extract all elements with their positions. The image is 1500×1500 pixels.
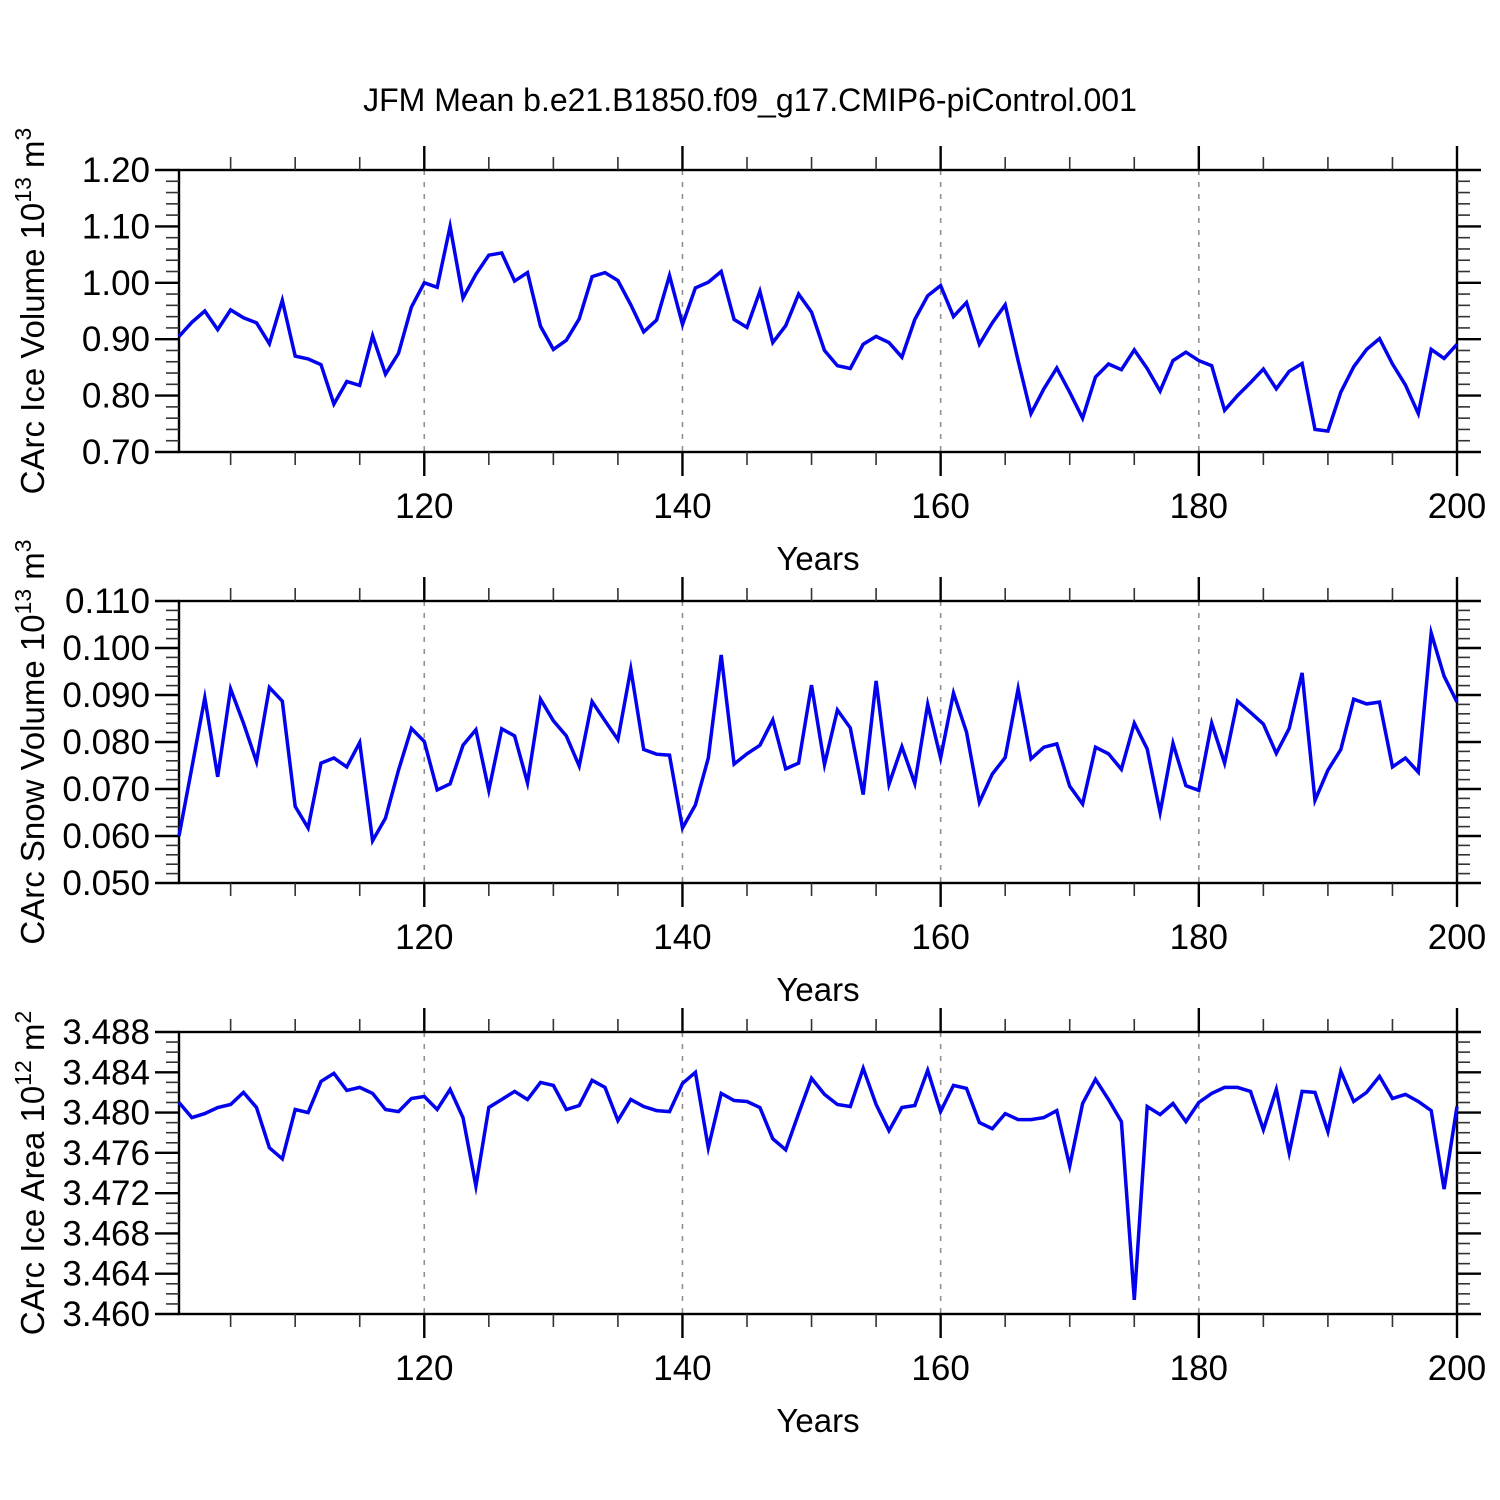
xtick-label: 120 bbox=[395, 1349, 453, 1388]
xaxis-title: Years bbox=[776, 540, 859, 577]
panel-snow-volume: 0.050 0.060 0.070 0.080 0.090 0.100 0.110 120 14… bbox=[10, 539, 1486, 1008]
ytick-label: 0.090 bbox=[62, 676, 150, 715]
ytick-label: 0.70 bbox=[82, 433, 150, 472]
ytick-label: 3.468 bbox=[62, 1214, 150, 1253]
ytick-label: 0.060 bbox=[62, 817, 150, 856]
ytick-label: 3.472 bbox=[62, 1174, 150, 1213]
ytick-label: 0.100 bbox=[62, 629, 150, 668]
xtick-label: 180 bbox=[1170, 918, 1228, 957]
xtick-label: 140 bbox=[653, 1349, 711, 1388]
series-line-ice-area bbox=[177, 1062, 1459, 1301]
xtick-label: 160 bbox=[911, 487, 969, 526]
ytick-label: 3.460 bbox=[62, 1295, 150, 1334]
series-line-snow-volume bbox=[177, 623, 1459, 847]
plot-frame bbox=[177, 1030, 1459, 1316]
panel-ice-area: 3.4603.4643.4683.4723.4763.4803.4843.488… bbox=[10, 1008, 1486, 1439]
xtick-label: 180 bbox=[1170, 487, 1228, 526]
ytick-label: 3.480 bbox=[62, 1094, 150, 1133]
ytick-label: 0.90 bbox=[82, 320, 150, 359]
xaxis-title: Years bbox=[776, 971, 859, 1008]
xtick-label: 200 bbox=[1428, 1349, 1486, 1388]
xtick-label: 160 bbox=[911, 1349, 969, 1388]
ytick-label: 3.488 bbox=[62, 1013, 150, 1052]
xtick-label: 120 bbox=[395, 487, 453, 526]
ytick-label: 3.464 bbox=[62, 1255, 150, 1294]
xtick-label: 160 bbox=[911, 918, 969, 957]
xtick-label: 180 bbox=[1170, 1349, 1228, 1388]
plot-frame bbox=[177, 599, 1459, 885]
ytick-label: 3.476 bbox=[62, 1134, 150, 1173]
xtick-label: 120 bbox=[395, 918, 453, 957]
ytick-label: 3.484 bbox=[62, 1053, 150, 1092]
xaxis-title: Years bbox=[776, 1402, 859, 1439]
ytick-label: 1.10 bbox=[82, 207, 150, 246]
yaxis-title: CArc Ice Volume 1013 m3 bbox=[10, 128, 51, 495]
xtick-label: 200 bbox=[1428, 487, 1486, 526]
series-line-ice-volume bbox=[177, 217, 1459, 434]
xtick-label: 140 bbox=[653, 918, 711, 957]
plot-frame bbox=[177, 168, 1459, 454]
ytick-label: 0.050 bbox=[62, 864, 150, 903]
ytick-label: 1.00 bbox=[82, 264, 150, 303]
yaxis-title: CArc Snow Volume 1013 m3 bbox=[10, 539, 51, 944]
panel-ice-volume: 0.70 0.80 0.90 1.00 1.10 1.20 120 140 160 180 200 Y… bbox=[10, 128, 1486, 577]
xtick-label: 140 bbox=[653, 487, 711, 526]
ytick-label: 0.070 bbox=[62, 770, 150, 809]
ytick-label: 0.80 bbox=[82, 377, 150, 416]
yaxis-title: CArc Ice Area 1012 m2 bbox=[10, 1011, 51, 1336]
ytick-label: 0.080 bbox=[62, 723, 150, 762]
xtick-label: 200 bbox=[1428, 918, 1486, 957]
figure-title: JFM Mean b.e21.B1850.f09_g17.CMIP6-piCon… bbox=[363, 82, 1137, 118]
ytick-label: 1.20 bbox=[82, 151, 150, 190]
ytick-label: 0.110 bbox=[65, 582, 150, 621]
